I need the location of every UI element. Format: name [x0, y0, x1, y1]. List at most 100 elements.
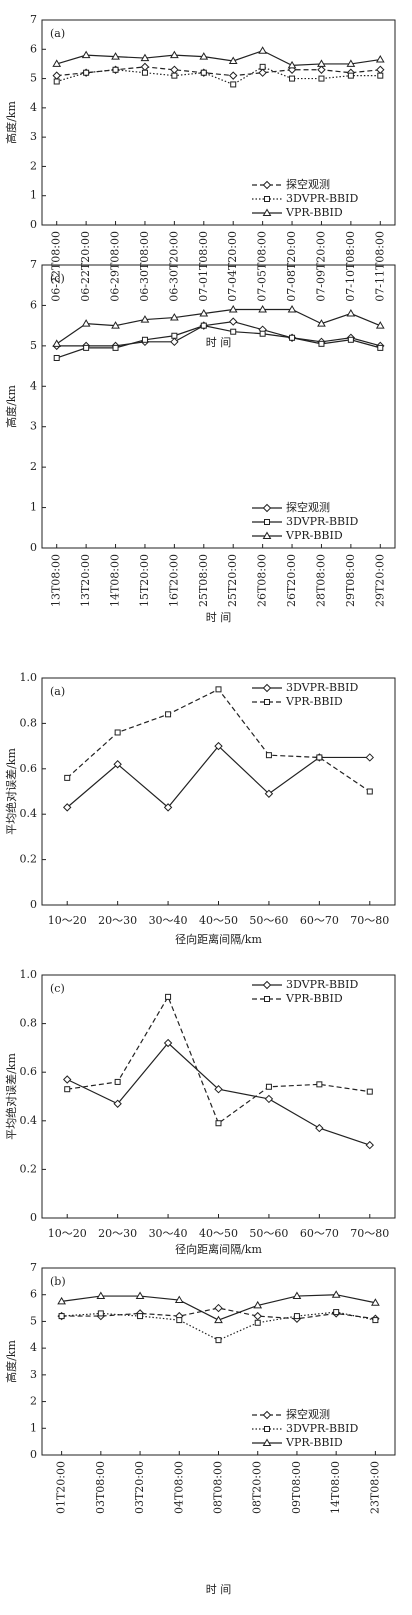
marker: [317, 59, 326, 67]
y-tick-label: 3: [30, 420, 37, 433]
x-tick-label: 25T08:00: [197, 554, 210, 607]
x-tick-label: 07-08T20:00: [285, 231, 298, 302]
x-tick-label: 08T08:00: [212, 1461, 225, 1514]
y-tick-label: 0.8: [20, 716, 38, 729]
marker: [81, 50, 91, 59]
marker: [165, 993, 172, 1000]
legend-marker: [262, 1410, 272, 1420]
x-tick-label: 70～80: [350, 914, 389, 927]
y-tick-label: 2: [30, 1395, 37, 1408]
x-tick-label: 07-09T20:00: [314, 231, 327, 302]
legend-label: VPR-BBID: [285, 992, 343, 1005]
legend-label: VPR-BBID: [285, 695, 343, 708]
marker: [347, 72, 354, 79]
legend-label: 3DVPR-BBID: [286, 192, 358, 205]
y-tick-label: 5: [30, 1314, 37, 1327]
y-tick-label: 4: [30, 1341, 37, 1354]
marker: [163, 803, 173, 812]
series-line: [56, 320, 381, 347]
y-tick-label: 0.8: [20, 1017, 38, 1030]
marker: [52, 339, 62, 347]
x-tick-label: 16T20:00: [167, 554, 180, 607]
x-axis-label: 时 间: [206, 336, 232, 349]
y-tick-label: 0: [30, 541, 37, 554]
x-tick-label: 14T08:00: [109, 554, 122, 607]
marker: [111, 52, 120, 60]
marker: [215, 1337, 222, 1344]
x-tick-label: 30～40: [149, 914, 188, 927]
panel-label: (a): [50, 685, 65, 698]
y-tick-label: 2: [30, 159, 37, 172]
y-tick-label: 7: [30, 13, 37, 26]
marker: [170, 65, 179, 74]
marker: [347, 336, 354, 343]
marker: [112, 344, 119, 351]
x-tick-label: 15T20:00: [138, 554, 151, 607]
marker: [200, 322, 207, 329]
marker: [287, 60, 297, 69]
series-line: [56, 308, 381, 345]
x-tick-label: 06-22T20:00: [79, 231, 92, 302]
marker: [317, 319, 326, 327]
y-tick-label: 7: [30, 1261, 37, 1274]
marker: [264, 789, 274, 798]
plot-frame: [41, 19, 396, 226]
marker: [165, 711, 172, 718]
legend-marker: [262, 180, 272, 190]
legend-marker: [262, 980, 272, 990]
marker: [200, 69, 207, 76]
marker: [63, 803, 72, 812]
marker: [214, 1303, 223, 1313]
marker: [57, 1296, 66, 1305]
marker: [135, 1291, 145, 1300]
marker: [375, 321, 385, 329]
x-tick-label: 29T08:00: [344, 554, 357, 607]
marker: [258, 68, 267, 77]
marker: [140, 315, 150, 323]
marker: [215, 1120, 222, 1127]
x-tick-label: 06-30T20:00: [167, 231, 180, 302]
marker: [258, 304, 267, 313]
y-tick-label: 6: [30, 1288, 37, 1301]
marker: [176, 1317, 183, 1324]
series-line: [56, 50, 381, 66]
marker: [318, 340, 325, 347]
y-tick-label: 0.4: [20, 807, 38, 820]
marker: [96, 1291, 106, 1300]
plot-frame: [41, 677, 396, 906]
marker: [52, 59, 62, 67]
x-tick-label: 06-30T08:00: [138, 231, 151, 302]
marker: [229, 317, 238, 326]
marker: [376, 65, 385, 74]
marker: [265, 1083, 272, 1090]
marker: [214, 1315, 223, 1324]
marker: [112, 66, 119, 73]
marker: [230, 81, 237, 88]
plot-frame: [41, 974, 396, 1219]
x-tick-label: 25T20:00: [226, 554, 239, 607]
x-tick-label: 07-11T08:00: [373, 231, 386, 302]
y-tick-label: 0.4: [20, 1114, 38, 1127]
y-tick-label: 3: [30, 130, 37, 143]
marker: [331, 1290, 341, 1298]
legend-label: 3DVPR-BBID: [286, 1422, 358, 1435]
marker: [141, 336, 148, 343]
marker: [293, 1313, 300, 1320]
y-tick-label: 1: [30, 189, 37, 202]
marker: [316, 1081, 323, 1088]
x-tick-label: 08T20:00: [251, 1461, 264, 1514]
marker: [52, 71, 61, 80]
y-tick-label: 0.2: [20, 853, 38, 866]
marker: [346, 309, 356, 317]
marker: [81, 319, 91, 327]
series-line: [56, 66, 381, 77]
y-tick-label: 2: [30, 460, 37, 473]
marker: [97, 1310, 104, 1317]
legend-label: 探空观测: [286, 500, 330, 514]
series-line: [56, 66, 381, 86]
marker: [163, 1038, 173, 1048]
x-axis-label: 径向距离间隔/km: [175, 1242, 262, 1256]
marker: [140, 62, 150, 72]
